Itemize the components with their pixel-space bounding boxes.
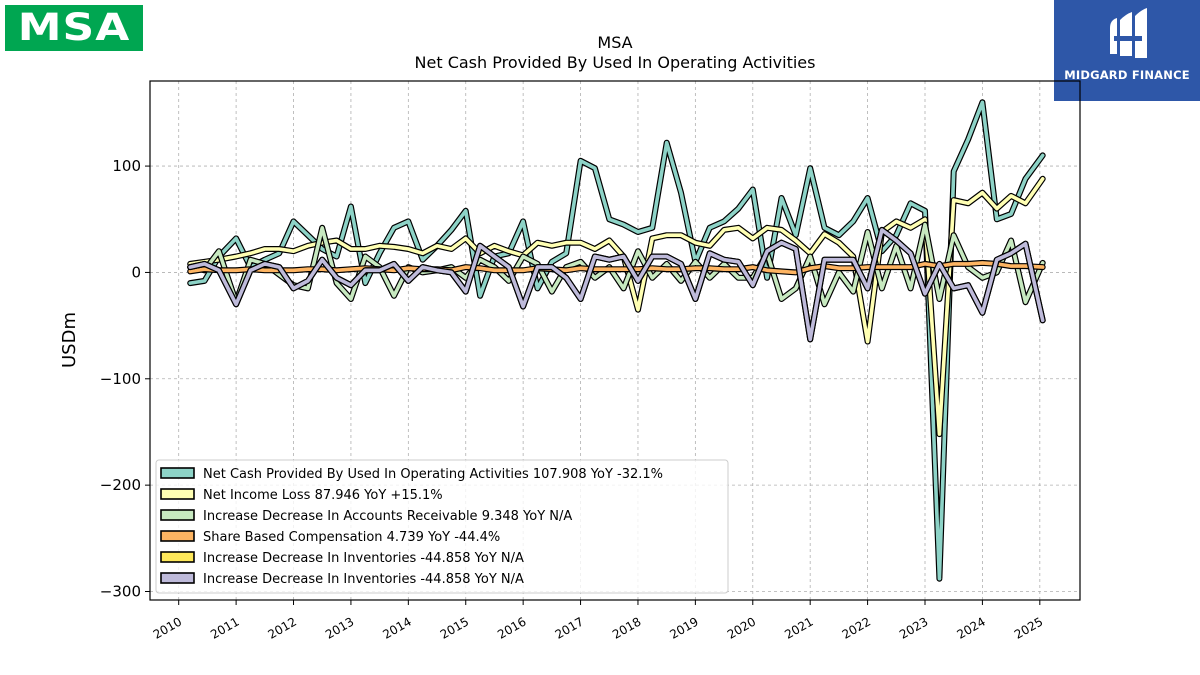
series-stroke: [188, 100, 1045, 581]
legend-swatch: [160, 488, 195, 500]
series-line-6: [187, 226, 1046, 343]
legend-label: Increase Decrease In Inventories -44.858…: [203, 551, 524, 566]
x-tick-label: 2019: [667, 614, 700, 641]
legend-label: Net Income Loss 87.946 YoY +15.1%: [203, 488, 443, 503]
x-tick-label: 2022: [840, 614, 873, 641]
x-tick-label: 2016: [495, 614, 528, 641]
chart-title: MSA: [597, 33, 632, 52]
legend-label: Share Based Compensation 4.739 YoY -44.4…: [203, 530, 500, 545]
plot-frame: [149, 80, 1081, 601]
x-tick-label: 2012: [266, 614, 299, 641]
series-layer: [187, 99, 1046, 582]
legend-swatch: [160, 467, 195, 479]
y-tick-label: −100: [100, 370, 141, 388]
midgard-logo-text: MIDGARD FINANCE: [1064, 68, 1190, 82]
x-tick-label: 2025: [1012, 614, 1045, 641]
chart-subtitle: Net Cash Provided By Used In Operating A…: [415, 53, 816, 72]
msa-logo-text: MSA: [17, 5, 131, 50]
series-line-1: [187, 99, 1046, 582]
series-stroke: [188, 228, 1045, 342]
legend-swatch: [160, 551, 195, 563]
x-tick-label: 2021: [782, 614, 815, 641]
series-line-2: [187, 175, 1046, 438]
midgard-finance-logo: MIDGARD FINANCE: [1054, 0, 1200, 101]
x-tick-label: 2011: [208, 614, 241, 641]
legend-label: Net Cash Provided By Used In Operating A…: [203, 467, 663, 482]
y-axis: −300 −200 −100 0 100: [100, 157, 150, 600]
series-outline: [187, 175, 1046, 438]
x-tick-label: 2014: [380, 614, 413, 641]
x-tick-label: 2023: [897, 614, 930, 641]
x-tick-label: 2010: [151, 614, 184, 641]
x-axis: 2010 2011 2012 2013 2014 2015 2016 2017 2018 2019…: [151, 600, 1045, 642]
x-tick-label: 2020: [725, 614, 758, 641]
legend-label: Increase Decrease In Accounts Receivable…: [203, 509, 572, 524]
y-tick-label: −300: [100, 582, 141, 600]
msa-logo: MSA: [5, 5, 143, 51]
legend-swatch: [160, 530, 195, 542]
y-tick-label: −200: [100, 476, 141, 494]
y-axis-label: USDm: [59, 312, 80, 368]
x-tick-label: 2024: [954, 614, 987, 641]
legend-swatch: [160, 509, 195, 521]
legend-swatch: [160, 572, 195, 584]
legend-label: Increase Decrease In Inventories -44.858…: [203, 572, 524, 587]
legend-box: [155, 459, 729, 594]
y-tick-label: 0: [131, 263, 141, 281]
y-tick-label: 100: [112, 157, 141, 175]
series-stroke: [188, 177, 1045, 436]
x-tick-label: 2015: [438, 614, 471, 641]
x-tick-label: 2013: [323, 614, 356, 641]
x-tick-label: 2017: [553, 614, 586, 641]
midgard-mark-icon: [1110, 8, 1147, 58]
legend: Net Cash Provided By Used In Operating A…: [155, 459, 729, 594]
x-tick-label: 2018: [610, 614, 643, 641]
